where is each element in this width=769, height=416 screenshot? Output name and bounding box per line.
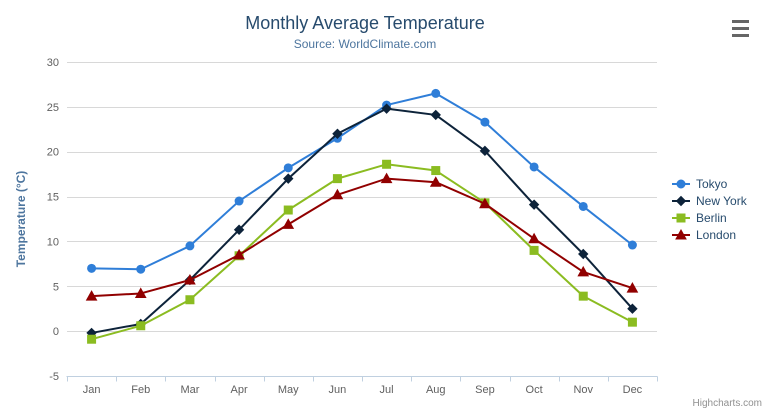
data-point-berlin-may[interactable] [283,205,293,215]
x-axis-label: Mar [180,384,199,396]
data-point-london-may[interactable] [282,218,295,229]
legend-item-berlin[interactable]: Berlin [671,209,747,226]
data-point-london-aug[interactable] [429,176,442,187]
y-axis-label: 30 [47,57,59,69]
data-point-london-feb[interactable] [134,287,147,298]
y-axis-label: 20 [47,147,59,159]
series-line-london [90,177,634,298]
data-point-new-york-jun[interactable] [332,128,343,139]
y-axis-label: 10 [47,236,59,248]
y-axis-label: 0 [53,326,59,338]
credits-link[interactable]: Highcharts.com [692,398,762,409]
data-point-tokyo-feb[interactable] [136,264,146,274]
data-point-tokyo-sep[interactable] [480,117,490,127]
gridlines [67,62,657,332]
data-point-new-york-aug[interactable] [430,109,441,121]
series-line-berlin [90,163,634,341]
x-axis-label: May [278,384,299,396]
y-axis-label: 25 [47,102,59,114]
x-axis-label: Sep [475,384,495,396]
data-point-london-dec[interactable] [626,282,639,293]
hamburger-icon [732,20,750,37]
new-york-diamond-marker-icon [672,195,690,206]
series-berlin [87,159,637,344]
tokyo-circle-marker-icon [672,179,690,188]
data-point-new-york-nov[interactable] [578,248,589,260]
export-menu-button[interactable] [728,18,754,42]
x-axis-label: Dec [623,384,643,396]
legend: Tokyo New York Berlin London [671,175,747,243]
data-point-tokyo-dec[interactable] [627,240,637,250]
data-point-tokyo-may[interactable] [283,163,293,173]
data-point-new-york-jul[interactable] [381,103,392,114]
series-line-new-york [90,107,634,334]
x-axis-label: Apr [231,384,248,396]
data-point-berlin-nov[interactable] [578,291,588,301]
y-axis-label: -5 [49,371,59,383]
data-point-london-apr[interactable] [233,248,245,260]
data-point-berlin-jan[interactable] [87,334,97,344]
data-point-new-york-apr[interactable] [233,224,245,235]
data-point-tokyo-jan[interactable] [87,263,97,273]
legend-item-london[interactable]: London [671,226,747,243]
data-point-tokyo-apr[interactable] [234,196,244,206]
data-point-new-york-oct[interactable] [528,199,540,210]
y-axis-label: 5 [53,281,59,293]
data-point-new-york-may[interactable] [283,173,294,184]
chart-subtitle: Source: WorldClimate.com [293,37,437,51]
london-triangle-marker-icon [672,228,690,239]
data-point-berlin-mar[interactable] [185,295,195,305]
legend-item-tokyo[interactable]: Tokyo [671,175,747,192]
data-point-berlin-jul[interactable] [382,159,392,169]
series-tokyo [87,88,637,274]
x-axis-label: Oct [526,384,543,396]
x-axis-label: Jun [329,384,347,396]
data-point-tokyo-aug[interactable] [431,88,441,98]
data-point-berlin-aug[interactable] [431,166,441,176]
legend-label: Berlin [696,210,727,225]
series-london [85,172,639,301]
data-point-berlin-oct[interactable] [529,245,539,255]
data-point-berlin-dec[interactable] [627,317,637,327]
data-point-london-nov[interactable] [577,265,590,277]
data-point-tokyo-nov[interactable] [578,201,588,211]
chart-title: Monthly Average Temperature [245,13,485,33]
data-point-tokyo-oct[interactable] [529,162,539,172]
x-axis-label: Aug [426,384,446,396]
legend-label: London [696,227,737,242]
data-point-london-jul[interactable] [380,172,393,184]
series-group [85,88,639,344]
data-point-new-york-sep[interactable] [479,145,491,157]
berlin-square-marker-icon [672,213,690,222]
legend-item-new-york[interactable]: New York [671,192,747,209]
data-point-london-mar[interactable] [184,273,196,285]
data-point-tokyo-mar[interactable] [185,241,195,251]
data-point-london-jan[interactable] [85,290,98,301]
x-axis-label: Nov [573,384,593,396]
x-axis-label: Jul [380,384,394,396]
legend-label: Tokyo [696,176,728,191]
data-point-london-oct[interactable] [528,232,540,244]
x-axis-label: Feb [131,384,150,396]
series-line-tokyo [90,92,634,271]
legend-label: New York [696,193,747,208]
y-axis-title: Temperature (°C) [14,171,28,268]
y-axis-label: 15 [47,192,59,204]
data-point-london-sep[interactable] [479,197,491,209]
axis-labels: -5 0 5 10 15 20 25 30 Jan Feb Mar Apr May Jun Jul Aug Se… [47,57,643,396]
data-point-berlin-feb[interactable] [136,321,146,331]
series-new-york [86,103,638,339]
data-point-berlin-jun[interactable] [332,174,342,184]
data-point-london-jun[interactable] [331,188,344,200]
x-axis-label: Jan [83,384,101,396]
data-point-new-york-dec[interactable] [627,303,638,314]
x-axis [66,376,658,382]
